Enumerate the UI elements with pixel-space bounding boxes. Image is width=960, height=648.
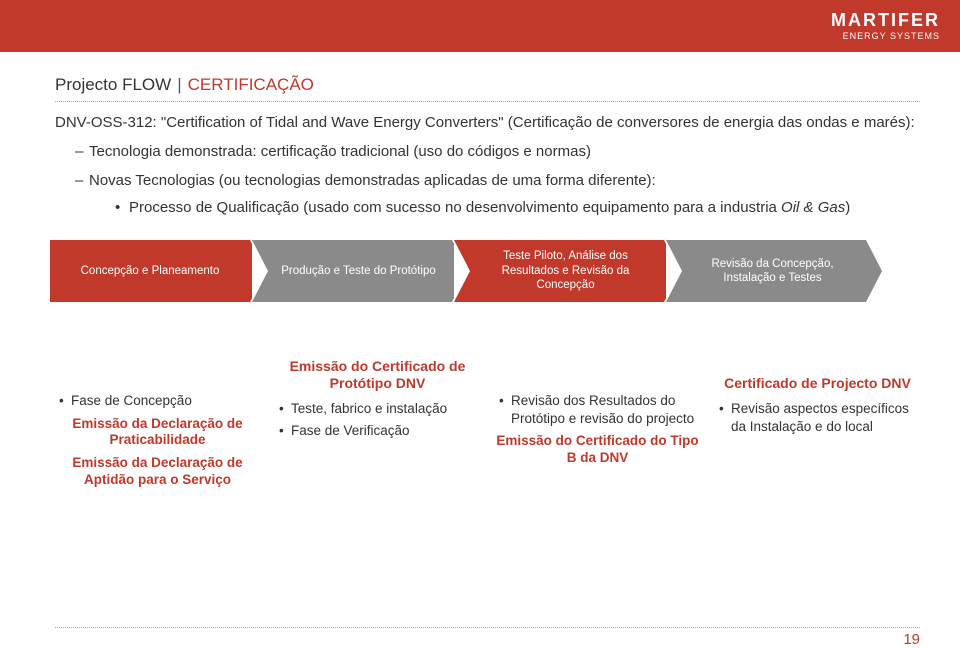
card2-bullet2: Fase de Verificação [279, 422, 480, 440]
card2-bullet1: Teste, fabrico e instalação [279, 400, 480, 418]
chevron-1: Concepção e Planeamento [50, 240, 250, 302]
chevron-4: Revisão da Concepção, Instalação e Teste… [666, 240, 866, 302]
card4-bullet1: Revisão aspectos específicos da Instalaç… [719, 400, 920, 435]
bullet-3: Processo de Qualificação (usado com suce… [115, 197, 920, 218]
chevron-2-label: Produção e Teste do Protótipo [281, 264, 436, 278]
slide-title: Projecto FLOW | CERTIFICAÇÃO [55, 75, 920, 95]
card1-bullet1: Fase de Concepção [59, 392, 260, 410]
title-main: Projecto FLOW [55, 75, 171, 95]
card1-red1: Emissão da Declaração de Praticabilidade [55, 416, 260, 450]
bullet-3-suffix: ) [845, 199, 850, 216]
title-sub: CERTIFICAÇÃO [188, 75, 314, 95]
header-bar: MARTIFER ENERGY SYSTEMS [0, 0, 960, 52]
cards-row: Fase de Concepção Emissão da Declaração … [55, 340, 920, 489]
footer: 19 [55, 627, 920, 628]
bullet-1: Tecnologia demonstrada: certificação tra… [75, 141, 920, 162]
chevron-3: Teste Piloto, Análise dos Resultados e R… [454, 240, 664, 302]
card2-title: Emissão do Certificado de Protótipo DNV [275, 340, 480, 392]
brand-block: MARTIFER ENERGY SYSTEMS [831, 11, 940, 41]
card3-red1: Emissão do Certificado do Tipo B da DNV [495, 433, 700, 467]
chevron-3-label: Teste Piloto, Análise dos Resultados e R… [482, 249, 649, 292]
card1-red2: Emissão da Declaração de Aptidão para o … [55, 455, 260, 489]
brand-name: MARTIFER [831, 11, 940, 29]
card-3: Revisão dos Resultados do Protótipo e re… [495, 340, 700, 489]
title-separator: | [177, 75, 181, 95]
card-2: Emissão do Certificado de Protótipo DNV … [275, 340, 480, 489]
brand-sub: ENERGY SYSTEMS [831, 31, 940, 41]
divider-bottom [55, 627, 920, 628]
content-area: Projecto FLOW | CERTIFICAÇÃO DNV-OSS-312… [55, 75, 920, 489]
chevron-1-label: Concepção e Planeamento [81, 264, 220, 278]
card-1: Fase de Concepção Emissão da Declaração … [55, 340, 260, 489]
bullet-3-prefix: Processo de Qualificação (usado com suce… [129, 199, 781, 216]
card-4: Certificado de Projecto DNV Revisão aspe… [715, 340, 920, 489]
chevron-2: Produção e Teste do Protótipo [252, 240, 452, 302]
process-chevrons: Concepção e Planeamento Produção e Teste… [50, 240, 920, 302]
card3-bullet1: Revisão dos Resultados do Protótipo e re… [499, 392, 700, 427]
bullet-3-italic: Oil & Gas [781, 199, 845, 216]
divider-top [55, 101, 920, 102]
chevron-4-label: Revisão da Concepção, Instalação e Teste… [694, 257, 851, 286]
page-number: 19 [903, 631, 920, 648]
bullet-2: Novas Tecnologias (ou tecnologias demons… [75, 170, 920, 191]
intro-text: DNV-OSS-312: "Certification of Tidal and… [55, 112, 920, 133]
card4-title: Certificado de Projecto DNV [715, 340, 920, 392]
